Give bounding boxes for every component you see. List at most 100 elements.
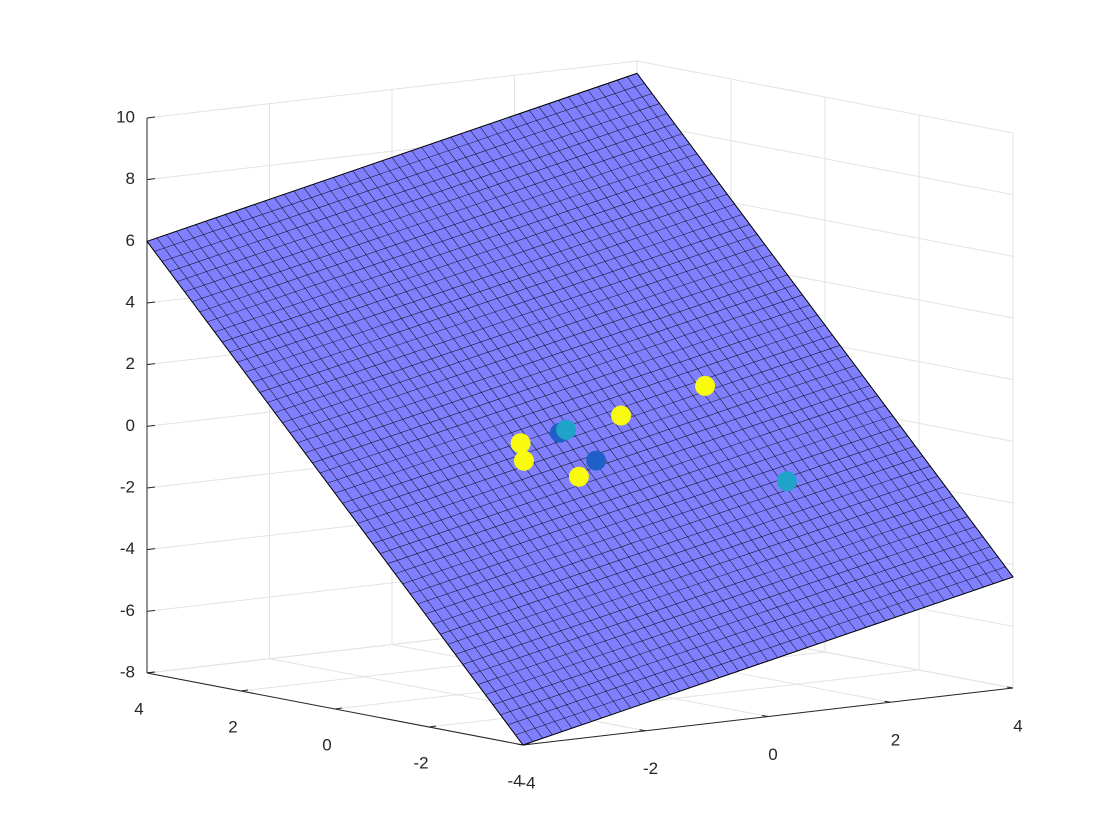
mesh-line — [304, 284, 796, 454]
grid-line — [636, 122, 1014, 196]
grid-line — [636, 60, 1014, 134]
mesh-line — [199, 143, 690, 313]
z-tick-label: 0 — [126, 416, 135, 435]
mesh-line — [267, 234, 758, 403]
y-tick-label: 2 — [228, 717, 237, 736]
x-tick-label: 0 — [768, 745, 777, 764]
x-tick — [516, 743, 524, 746]
mesh-line — [207, 153, 698, 323]
point — [510, 433, 531, 454]
z-tick — [146, 301, 156, 304]
x-tick-label: -4 — [520, 773, 535, 792]
mesh-line — [334, 324, 826, 494]
mesh-line — [229, 183, 720, 353]
mesh-line — [184, 123, 675, 292]
x-tick — [884, 700, 891, 703]
mesh-line — [587, 89, 965, 594]
mesh-line — [528, 110, 906, 615]
x-tick — [1006, 686, 1014, 689]
mesh-line — [519, 113, 896, 618]
point — [586, 450, 607, 471]
mesh-line — [154, 83, 645, 252]
y-tick-label: 4 — [134, 699, 143, 718]
mesh-line — [558, 100, 935, 605]
mesh-line — [161, 93, 653, 262]
y-tick — [428, 725, 437, 728]
y-tick — [146, 671, 155, 674]
mesh-line — [237, 193, 728, 363]
grid-line — [146, 60, 638, 119]
mesh-line — [411, 150, 788, 655]
z-tick — [146, 116, 156, 119]
z-tick-label: 8 — [126, 169, 135, 188]
z-tick — [146, 548, 156, 551]
y-tick-label: -2 — [413, 753, 428, 772]
z-tick-label: 4 — [126, 292, 135, 311]
z-tick-label: -6 — [120, 601, 135, 620]
mesh-line — [312, 294, 803, 464]
mesh-line — [440, 140, 818, 645]
x-tick-label: 2 — [891, 731, 900, 750]
point — [513, 450, 534, 471]
point — [556, 419, 577, 440]
mesh-line — [460, 133, 837, 638]
mesh-line — [577, 93, 955, 598]
mesh-line — [597, 86, 975, 591]
mesh-line — [169, 103, 660, 272]
mesh-line — [146, 73, 638, 242]
point — [568, 466, 589, 487]
z-tick — [146, 363, 156, 366]
mesh-line — [289, 264, 780, 433]
mesh-line — [421, 147, 798, 652]
mesh-line — [282, 254, 773, 423]
mesh-line — [259, 224, 750, 393]
z-tick — [146, 178, 156, 181]
mesh-line — [617, 79, 994, 584]
mesh-line — [297, 274, 788, 444]
mesh-line — [244, 204, 735, 373]
mesh-line — [319, 304, 811, 474]
x-tick-label: -2 — [643, 759, 658, 778]
x-tick — [639, 729, 646, 732]
mesh-line — [489, 123, 867, 628]
point — [776, 471, 797, 492]
y-tick — [334, 707, 343, 710]
mesh-line — [192, 133, 683, 303]
mesh-line — [568, 96, 945, 601]
mesh-line — [450, 137, 828, 642]
mesh-line — [626, 76, 1004, 581]
z-tick — [146, 424, 156, 427]
mesh-line — [548, 103, 926, 608]
mesh-line — [430, 143, 808, 648]
point — [611, 405, 632, 426]
mesh-line — [176, 113, 668, 282]
z-tick — [146, 609, 156, 612]
y-tick-label: 0 — [322, 735, 331, 754]
z-tick-label: -4 — [120, 539, 135, 558]
mesh-line — [470, 130, 847, 635]
mesh-line — [252, 214, 743, 383]
mesh-line — [214, 163, 705, 333]
mesh-line — [538, 106, 916, 611]
mesh-line — [222, 173, 713, 343]
point — [695, 375, 716, 396]
x-tick-label: 4 — [1013, 716, 1022, 735]
mesh-line — [327, 314, 818, 484]
z-tick-label: 2 — [126, 354, 135, 373]
y-tick — [240, 689, 249, 692]
z-tick — [146, 486, 156, 489]
z-tick-label: 6 — [126, 231, 135, 250]
z-tick-label: -8 — [120, 662, 135, 681]
y-tick-label: -4 — [507, 771, 522, 790]
x-tick — [761, 715, 769, 717]
mesh-line — [607, 83, 984, 588]
mesh-line — [499, 120, 877, 625]
z-tick-label: -2 — [120, 477, 135, 496]
z-tick-label: 10 — [116, 107, 135, 126]
mesh-line — [274, 244, 765, 413]
mesh-line — [479, 126, 857, 631]
mesh-line — [509, 116, 886, 621]
mesh-line — [401, 153, 779, 658]
mesh-line — [636, 73, 1014, 578]
